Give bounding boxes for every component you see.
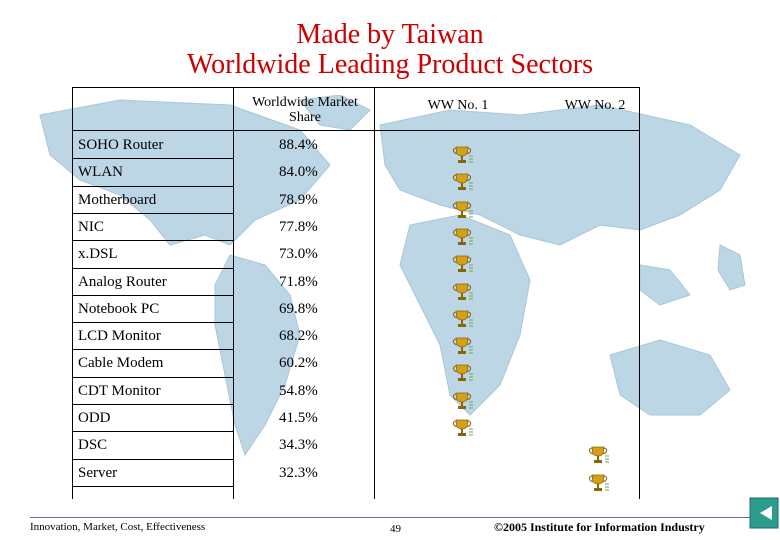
row-divider [72, 431, 233, 432]
footer-tagline: Innovation, Market, Cost, Effectiveness [30, 521, 206, 533]
column-header-market-share: Worldwide Market Share [252, 95, 358, 125]
row-product-label: x.DSL [78, 246, 118, 262]
table-divider [233, 87, 234, 499]
trophy-icon [452, 364, 473, 381]
row-divider [72, 404, 233, 405]
trophy-icon [452, 255, 473, 272]
column-header-ww-no2: WW No. 2 [564, 98, 626, 113]
title-line-2: Worldwide Leading Product Sectors [187, 49, 593, 80]
row-divider [72, 349, 233, 350]
table-border-top [72, 87, 640, 88]
page-number: 49 [390, 523, 401, 535]
row-product-label: Server [78, 465, 118, 481]
row-divider [72, 459, 233, 460]
trophy-icon [588, 446, 609, 463]
row-product-label: NIC [78, 219, 104, 235]
row-share-value: 41.5% [279, 410, 318, 426]
row-share-value: 88.4% [279, 137, 318, 153]
row-product-label: DSC [78, 437, 108, 453]
title-line-1: Made by Taiwan [296, 19, 484, 50]
row-product-label: SOHO Router [78, 137, 164, 153]
row-product-label: Cable Modem [78, 355, 164, 371]
table-border-left [72, 87, 73, 499]
row-divider [72, 268, 233, 269]
row-share-value: 84.0% [279, 164, 318, 180]
row-share-value: 68.2% [279, 328, 318, 344]
trophy-icon [452, 201, 473, 218]
trophy-icon [452, 337, 473, 354]
row-share-value: 54.8% [279, 383, 318, 399]
row-product-label: Motherboard [78, 192, 157, 208]
trophy-icon [452, 419, 473, 436]
column-header-ww-no1: WW No. 1 [427, 98, 489, 113]
row-divider [72, 186, 233, 187]
page-title: Made by Taiwan Worldwide Leading Product… [0, 20, 780, 80]
next-arrow-icon[interactable] [748, 496, 780, 530]
trophy-icon [452, 310, 473, 327]
row-product-label: CDT Monitor [78, 383, 161, 399]
trophy-icon [452, 173, 473, 190]
trophy-icon [452, 392, 473, 409]
row-share-value: 78.9% [279, 192, 318, 208]
row-product-label: WLAN [78, 164, 123, 180]
row-share-value: 69.8% [279, 301, 318, 317]
row-share-value: 34.3% [279, 437, 318, 453]
row-share-value: 77.8% [279, 219, 318, 235]
table-border-right [639, 87, 640, 499]
header-divider [72, 130, 640, 131]
row-share-value: 32.3% [279, 465, 318, 481]
row-product-label: ODD [78, 410, 111, 426]
row-divider [72, 213, 233, 214]
row-share-value: 73.0% [279, 246, 318, 262]
row-divider [72, 295, 233, 296]
table-divider [374, 87, 375, 499]
row-divider [72, 158, 233, 159]
row-product-label: LCD Monitor [78, 328, 161, 344]
row-divider [72, 377, 233, 378]
trophy-icon [588, 474, 609, 491]
trophy-icon [452, 283, 473, 300]
trophy-icon [452, 146, 473, 163]
row-share-value: 71.8% [279, 274, 318, 290]
trophy-icon [452, 228, 473, 245]
row-divider [72, 322, 233, 323]
row-divider [72, 240, 233, 241]
copyright-notice: ©2005 Institute for Information Industry [494, 520, 705, 534]
row-share-value: 60.2% [279, 355, 318, 371]
footer-divider [30, 517, 750, 518]
world-map-background [39, 95, 746, 457]
row-divider [72, 486, 233, 487]
row-product-label: Notebook PC [78, 301, 160, 317]
row-product-label: Analog Router [78, 274, 167, 290]
